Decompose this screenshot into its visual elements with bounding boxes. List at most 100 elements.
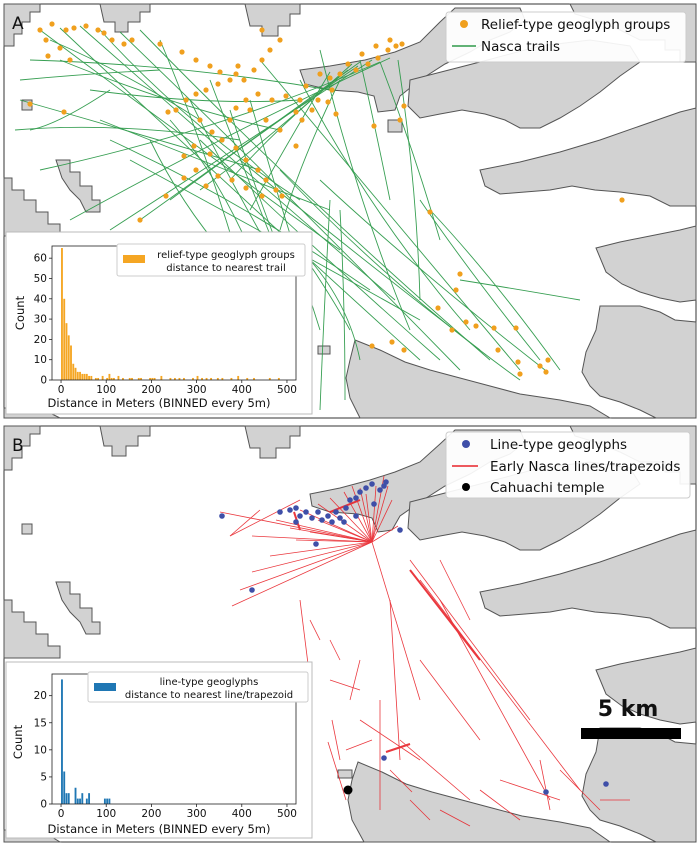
relief-geoglyph-dot xyxy=(191,143,197,149)
relief-geoglyph-dot xyxy=(263,177,269,183)
nasca-line xyxy=(269,541,373,557)
relief-geoglyph-dot xyxy=(241,77,247,83)
trail-path xyxy=(19,99,261,171)
nasca-line xyxy=(309,531,373,543)
histogram-bar xyxy=(76,371,79,380)
x-tick-label: 0 xyxy=(58,384,65,396)
legend-a-trails-label: Nasca trails xyxy=(481,39,560,55)
relief-geoglyph-dot xyxy=(279,193,285,199)
line-geoglyph-dot xyxy=(287,507,293,513)
nasca-line xyxy=(419,659,481,741)
relief-geoglyph-dot xyxy=(315,97,321,103)
y-tick-label: 0 xyxy=(40,799,47,811)
line-geoglyph-dot xyxy=(325,513,331,519)
relief-geoglyph-dot xyxy=(259,57,265,63)
line-type-geoglyphs xyxy=(219,479,609,795)
relief-geoglyph-dot xyxy=(269,97,275,103)
relief-geoglyph-dot xyxy=(181,175,187,181)
relief-geoglyph-dot xyxy=(545,357,551,363)
histogram-bar xyxy=(106,377,109,380)
relief-geoglyph-dot xyxy=(45,53,51,59)
relief-geoglyph-dot xyxy=(193,91,199,97)
nasca-line xyxy=(275,519,373,543)
panel-label-a: A xyxy=(12,14,24,34)
histogram-bar xyxy=(79,371,81,380)
trail-path xyxy=(429,209,561,371)
line-geoglyph-dot xyxy=(371,501,377,507)
histogram-bar xyxy=(160,375,163,380)
relief-geoglyph-dot xyxy=(327,75,333,81)
line-geoglyph-dot xyxy=(397,527,403,533)
histogram-bar xyxy=(88,793,91,804)
histogram-bar xyxy=(216,377,219,380)
trapezoid-line xyxy=(385,743,411,753)
relief-geoglyph-dot xyxy=(233,71,239,77)
y-tick-label: 30 xyxy=(34,314,47,326)
histogram-bar xyxy=(221,377,224,380)
line-geoglyph-dot xyxy=(315,509,321,515)
relief-geoglyph-dot xyxy=(273,187,279,193)
relief-geoglyph-dot xyxy=(163,193,169,199)
relief-geoglyph-dot xyxy=(389,339,395,345)
relief-geoglyph-dot xyxy=(137,217,143,223)
line-geoglyph-dot xyxy=(543,789,549,795)
panel-a: A Relief-type geoglyph groups Nasca trai… xyxy=(3,3,697,419)
relief-geoglyph-dot xyxy=(57,45,63,51)
histogram-bar xyxy=(110,377,113,380)
trail-path xyxy=(319,199,331,411)
relief-geoglyph-dot xyxy=(229,177,235,183)
relief-geoglyph-dot xyxy=(209,129,215,135)
y-tick-label: 40 xyxy=(34,293,47,305)
relief-geoglyph-dot xyxy=(427,209,433,215)
relief-geoglyph-dot xyxy=(181,153,187,159)
y-tick-label: 20 xyxy=(34,690,47,702)
relief-geoglyph-dot xyxy=(293,143,299,149)
relief-geoglyph-dot xyxy=(61,109,67,115)
nasca-line xyxy=(229,499,301,537)
histogram-bar xyxy=(67,793,70,804)
line-geoglyph-dot xyxy=(353,513,359,519)
trail-path xyxy=(29,89,111,131)
trail-path xyxy=(89,89,301,103)
inset-b-legend-swatch xyxy=(94,683,116,691)
nasca-line xyxy=(317,519,373,543)
trail-path xyxy=(319,179,546,371)
x-tick-label: 0 xyxy=(58,808,65,820)
histogram-bar xyxy=(108,798,111,804)
relief-geoglyph-dot xyxy=(251,67,257,73)
line-geoglyph-dot xyxy=(249,587,255,593)
relief-geoglyph-dot xyxy=(619,197,625,203)
histogram-bar xyxy=(113,377,115,380)
relief-geoglyph-dot xyxy=(83,23,89,29)
y-tick-label: 60 xyxy=(34,253,47,265)
legend-b-temple-marker xyxy=(462,483,470,491)
relief-geoglyph-dot xyxy=(263,117,269,123)
nasca-line xyxy=(329,679,361,691)
nasca-line xyxy=(251,541,373,573)
x-tick-label: 200 xyxy=(141,384,161,396)
x-tick-label: 200 xyxy=(141,808,161,820)
inset-a: 0 100 200 300 400 500 0 10 20 30 40 50 60 relief-typ… xyxy=(5,231,313,415)
line-geoglyph-dot xyxy=(341,519,347,525)
nasca-line xyxy=(331,719,341,761)
trail-path xyxy=(119,31,461,371)
relief-geoglyph-dot xyxy=(233,105,239,111)
relief-geoglyph-dot xyxy=(399,41,405,47)
line-geoglyph-dot xyxy=(329,519,335,525)
relief-geoglyph-dot xyxy=(543,369,549,375)
histogram-bar xyxy=(94,377,97,380)
legend-a-relief-label: Relief-type geoglyph groups xyxy=(481,17,670,33)
nasca-line xyxy=(389,599,401,761)
relief-geoglyph-dot xyxy=(345,61,351,67)
trail-path xyxy=(279,79,341,231)
histogram-bar xyxy=(97,377,100,380)
trail-path xyxy=(397,59,421,301)
relief-geoglyph-dot xyxy=(255,167,261,173)
histogram-bar xyxy=(117,375,120,380)
trail-path xyxy=(19,69,161,81)
line-geoglyph-dot xyxy=(293,505,299,511)
histogram-bar xyxy=(65,323,68,380)
histogram-bar xyxy=(67,335,70,380)
x-tick-label: 100 xyxy=(96,384,116,396)
x-tick-label: 400 xyxy=(232,808,252,820)
